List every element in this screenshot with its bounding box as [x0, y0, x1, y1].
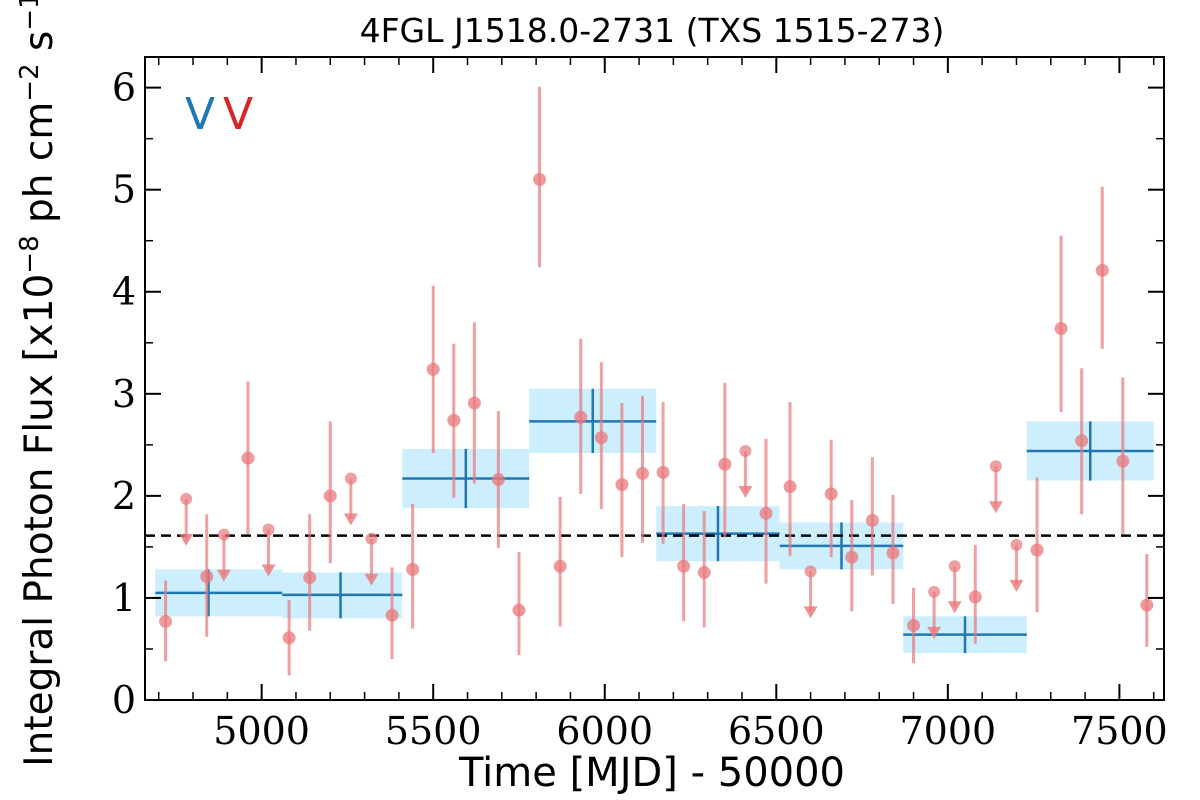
data-point	[303, 571, 317, 585]
data-point	[1140, 598, 1154, 612]
data-point	[406, 562, 420, 576]
bayesian-blocks-layer	[155, 388, 1154, 654]
upper-limit-point	[1010, 538, 1023, 551]
x-tick-label: 5000	[213, 709, 310, 753]
data-point	[886, 546, 900, 560]
data-point	[635, 466, 649, 480]
data-point	[968, 590, 982, 604]
data-point	[783, 480, 797, 494]
data-point	[615, 478, 629, 492]
upper-limit-point	[262, 523, 275, 536]
upper-limit-point	[217, 528, 230, 541]
upper-limit-arrow	[179, 533, 194, 546]
upper-limit-point	[344, 472, 357, 485]
data-point	[824, 487, 838, 501]
data-point	[718, 457, 732, 471]
x-tick-label: 6000	[556, 709, 653, 753]
y-tick-label: 5	[112, 168, 136, 212]
y-tick-label: 1	[112, 576, 136, 620]
data-point	[759, 506, 773, 520]
data-point	[1116, 454, 1130, 468]
plot-frame	[144, 56, 1165, 701]
data-point	[241, 451, 255, 465]
upper-limit-point	[928, 585, 941, 598]
data-points-layer	[159, 86, 1154, 676]
data-point	[1095, 263, 1109, 277]
data-point	[467, 396, 481, 410]
upper-limit-arrow	[1009, 579, 1024, 592]
upper-limit-point	[180, 492, 193, 505]
data-point	[512, 603, 526, 617]
upper-limit-arrow	[803, 606, 818, 619]
data-point	[656, 465, 670, 479]
upper-limit-point	[989, 460, 1002, 473]
upper-limit-arrow	[988, 501, 1003, 514]
data-point	[385, 608, 399, 622]
data-point	[282, 631, 296, 645]
y-axis-label: Integral Photon Flux [x10−8 ph cm−2 s−1]	[15, 0, 62, 767]
data-point	[159, 614, 173, 628]
y-tick-label: 3	[112, 372, 136, 416]
data-point	[677, 559, 691, 573]
y-tick-label: 4	[112, 270, 136, 314]
upper-limit-arrow	[343, 513, 358, 526]
y-tick-label: 6	[112, 66, 136, 110]
data-point	[574, 410, 588, 424]
x-axis-label: Time [MJD] - 50000	[458, 750, 845, 796]
data-point	[447, 413, 461, 427]
data-point	[323, 489, 337, 503]
data-point	[1030, 543, 1044, 557]
data-point	[491, 473, 505, 487]
x-tick-label: 7000	[899, 709, 996, 753]
data-point	[533, 172, 547, 186]
upper-limit-arrow	[927, 626, 942, 639]
upper-limit-point	[365, 532, 378, 545]
upper-limit-arrow	[216, 569, 231, 582]
data-point	[1075, 434, 1089, 448]
x-tick-label: 7500	[1071, 709, 1168, 753]
upper-limit-point	[948, 560, 961, 573]
y-tick-label: 2	[112, 474, 136, 518]
data-point	[845, 550, 859, 564]
data-point	[553, 559, 567, 573]
chart-title: 4FGL J1518.0-2731 (TXS 1515-273)	[360, 11, 945, 50]
axis-ticks-layer: 5000 5500 6000 6500 7000 7500 0 1 2 3 4 5 6	[112, 57, 1168, 753]
upper-limit-arrow	[947, 601, 962, 614]
x-tick-label: 6500	[728, 709, 825, 753]
data-point	[594, 431, 608, 445]
data-point	[907, 618, 921, 632]
data-point	[865, 513, 879, 527]
data-point	[200, 570, 214, 584]
upper-limit-point	[739, 444, 752, 457]
y-tick-label: 0	[112, 678, 136, 722]
x-tick-label: 5500	[385, 709, 482, 753]
upper-limit-arrow	[738, 485, 753, 498]
data-point	[426, 362, 440, 376]
upper-limit-arrow	[261, 564, 276, 577]
upper-limit-arrow	[364, 573, 379, 586]
upper-limit-point	[804, 565, 817, 578]
legend-entry-blue: V	[185, 89, 215, 140]
legend-entry-red: V	[223, 89, 253, 140]
data-point	[697, 565, 711, 579]
data-point	[1054, 321, 1068, 335]
